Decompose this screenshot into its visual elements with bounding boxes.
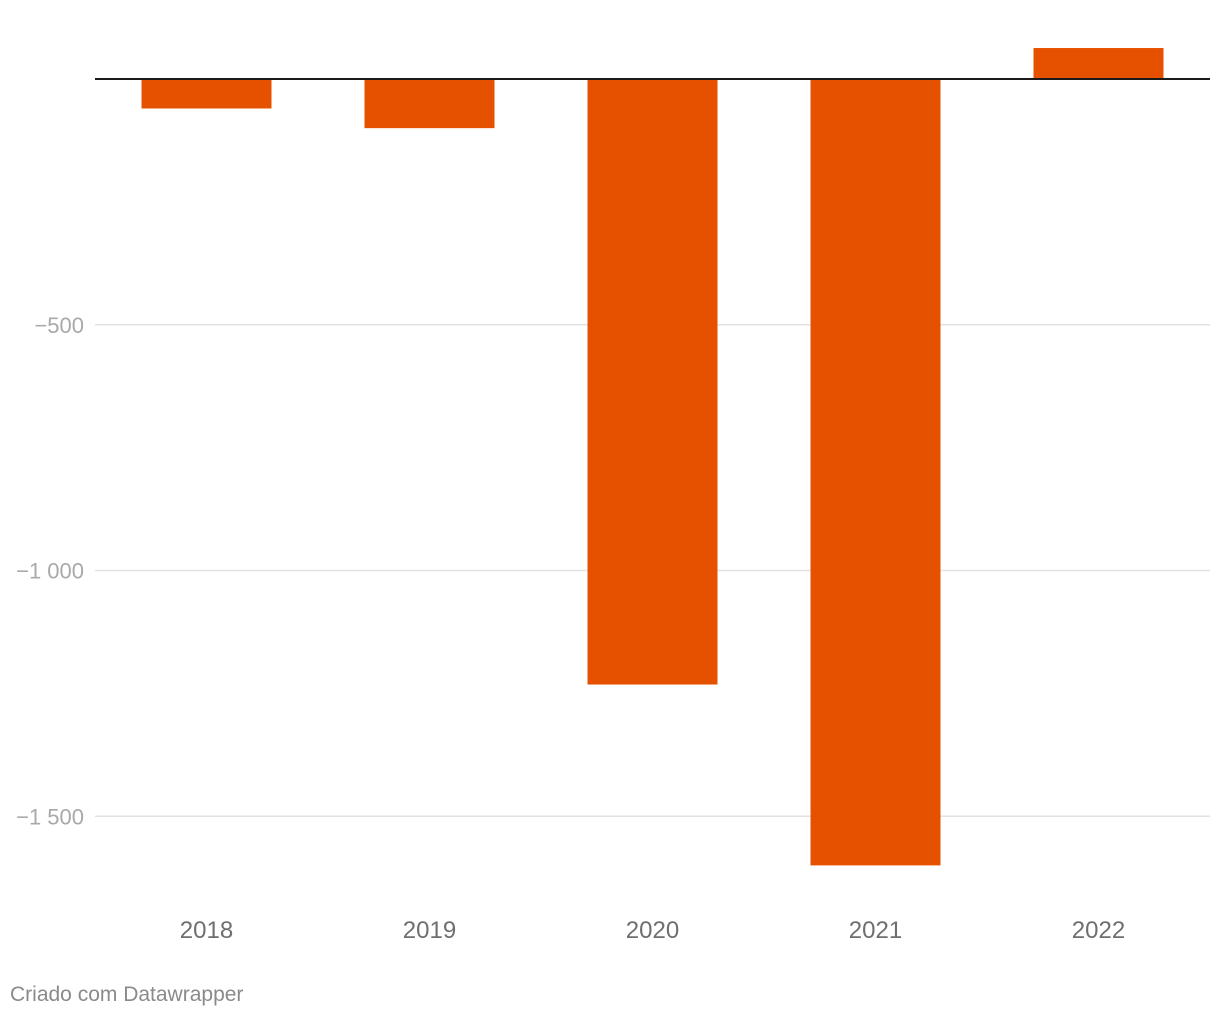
bar-2018[interactable] — [141, 79, 272, 109]
x-tick-label-2020: 2020 — [626, 917, 679, 944]
bar-2022[interactable] — [1033, 48, 1164, 79]
y-axis-tick-labels: −500 −1 000 −1 500 — [16, 313, 84, 830]
bar-2019[interactable] — [364, 79, 495, 129]
y-tick-label: −1 500 — [16, 804, 84, 829]
x-axis-tick-labels: 2018 2019 2020 2021 2022 — [180, 917, 1125, 944]
bar-2020[interactable] — [587, 79, 718, 685]
x-tick-label-2021: 2021 — [849, 917, 902, 944]
bar-2021[interactable] — [810, 79, 941, 866]
x-tick-label-2019: 2019 — [403, 917, 456, 944]
x-tick-label-2018: 2018 — [180, 917, 233, 944]
x-tick-label-2022: 2022 — [1072, 917, 1125, 944]
bars — [141, 48, 1164, 866]
datawrapper-credit[interactable]: Criado com Datawrapper — [10, 983, 244, 1006]
bar-chart: −500 −1 000 −1 500 2018 2019 2020 2021 2022 — [16, 48, 1210, 944]
y-tick-label: −500 — [34, 313, 84, 338]
y-tick-label: −1 000 — [16, 559, 84, 584]
